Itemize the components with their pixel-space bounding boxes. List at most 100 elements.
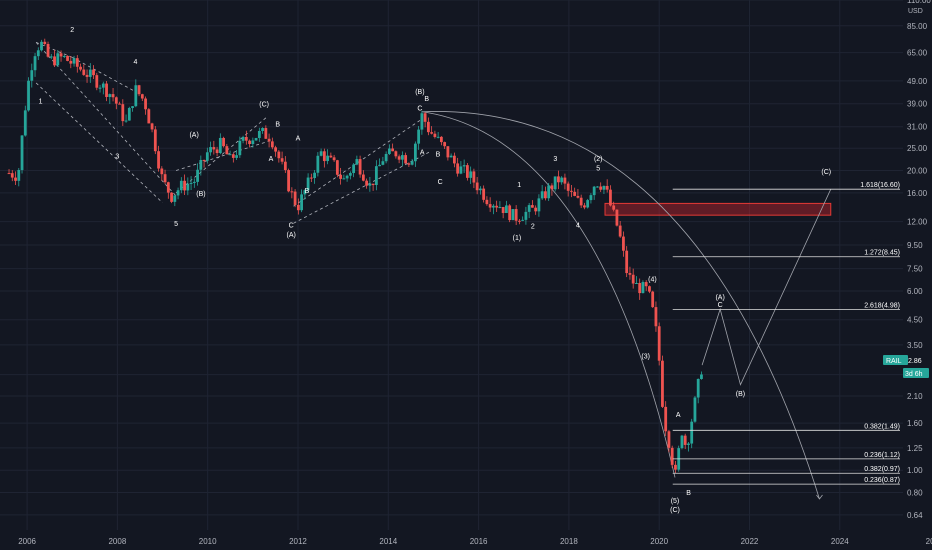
candle-body <box>501 207 505 213</box>
candle-body <box>527 205 531 212</box>
candle-body <box>631 274 635 284</box>
x-tick-label: 2020 <box>650 537 668 546</box>
candle-body <box>183 180 186 191</box>
candle-body <box>329 155 333 158</box>
candle-body <box>491 205 495 208</box>
candle-body <box>696 378 700 398</box>
candle-body <box>131 106 134 108</box>
candle-body <box>544 191 547 199</box>
candle-body <box>475 182 479 191</box>
elliott-wave-label: B <box>686 490 691 497</box>
elliott-wave-label: (5) <box>671 498 680 505</box>
elliott-wave-label: A <box>296 136 301 143</box>
candle-body <box>218 137 222 154</box>
price-tag-bg <box>883 355 908 365</box>
candle-body <box>674 464 677 470</box>
candle-body <box>661 360 664 407</box>
candle-body <box>391 148 395 152</box>
candle-body <box>53 56 56 66</box>
candle-body <box>251 140 255 145</box>
time-axis-bg[interactable] <box>0 530 932 550</box>
projection-path <box>701 189 832 386</box>
candle-body <box>127 107 131 121</box>
y-tick-label: 31.00 <box>907 123 928 132</box>
candle-body <box>394 151 398 157</box>
elliott-wave-label: (A) <box>715 295 724 302</box>
elliott-wave-label: 2 <box>531 224 535 231</box>
candle-body <box>648 286 651 292</box>
projection-arc-inner <box>422 111 676 478</box>
candle-body <box>274 147 277 152</box>
candle-body <box>605 185 609 190</box>
candle-body <box>615 209 619 226</box>
candle-body <box>628 273 632 275</box>
candle-body <box>384 153 388 162</box>
candle-body <box>540 191 544 199</box>
elliott-wave-label: B <box>436 152 441 159</box>
candle-body <box>469 171 473 178</box>
candle-body <box>283 161 287 171</box>
fib-level-label: 0.382(1.49) <box>864 423 900 430</box>
candle-body <box>270 141 274 148</box>
arc-arrowhead <box>816 494 823 500</box>
candle-body <box>72 58 76 64</box>
y-tick-label: 1.00 <box>907 466 923 475</box>
candle-body <box>20 135 24 171</box>
candle-body <box>420 113 424 130</box>
candle-body <box>7 173 11 175</box>
candle-body <box>534 207 538 212</box>
candle-body <box>387 148 391 154</box>
x-tick-label: 2008 <box>108 537 126 546</box>
candle-body <box>488 204 492 208</box>
candle-body <box>667 431 671 448</box>
candle-body <box>570 190 573 192</box>
candle-body <box>140 94 144 99</box>
elliott-wave-label: B <box>424 96 429 103</box>
candle-body <box>85 74 89 77</box>
interval-tag-bg <box>903 368 929 378</box>
candle-body <box>92 69 95 76</box>
candle-body <box>430 132 434 134</box>
candle-body <box>105 83 108 97</box>
elliott-wave-label: B <box>305 188 310 195</box>
candle-body <box>413 143 417 162</box>
elliott-wave-label: C <box>417 105 422 112</box>
elliott-wave-label: C <box>718 302 723 309</box>
candle-body <box>59 53 63 57</box>
y-tick-label: 0.64 <box>907 511 923 520</box>
candle-body <box>618 225 622 237</box>
candle-body <box>345 175 349 179</box>
price-axis-bg[interactable] <box>903 0 932 530</box>
candle-body <box>124 120 128 122</box>
candle-body <box>27 80 30 111</box>
candle-body <box>254 138 258 141</box>
y-tick-label: 110.00 <box>907 0 931 5</box>
candle-body <box>33 56 37 71</box>
elliott-wave-label: 3 <box>553 156 557 163</box>
elliott-wave-label: (C) <box>259 101 269 108</box>
candle-body <box>498 207 502 209</box>
elliott-wave-label: (A) <box>189 132 198 139</box>
y-tick-label: 6.00 <box>907 287 923 296</box>
elliott-wave-label: (2) <box>594 156 603 163</box>
candle-body <box>66 55 69 61</box>
candle-body <box>651 291 655 308</box>
candle-body <box>563 177 567 184</box>
candle-body <box>358 159 362 175</box>
channel-line <box>35 42 177 197</box>
candle-body <box>371 183 375 185</box>
candle-body <box>664 406 668 432</box>
candle-body <box>693 397 697 422</box>
candle-body <box>436 136 440 138</box>
candle-body <box>326 155 330 162</box>
candle-body <box>293 191 297 205</box>
elliott-wave-label: B <box>275 122 280 129</box>
candle-body <box>586 200 590 208</box>
candle-body <box>433 133 437 137</box>
candle-body <box>560 177 564 183</box>
candle-body <box>622 236 625 251</box>
elliott-wave-label: (C) <box>670 507 680 514</box>
candle-body <box>456 163 460 174</box>
